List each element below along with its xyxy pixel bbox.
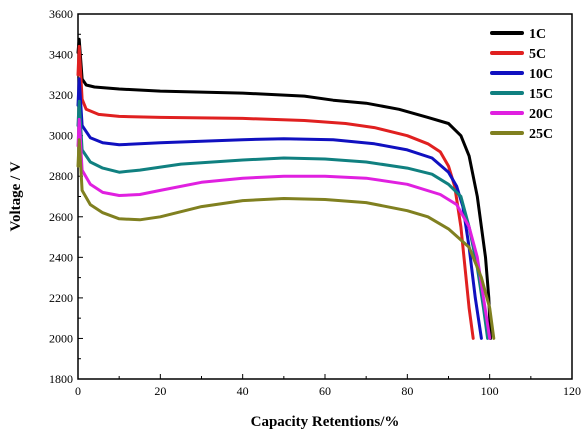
y-tick-label: 2200 <box>49 291 73 305</box>
x-tick-label: 40 <box>237 384 249 398</box>
legend-label-5c: 5C <box>529 47 546 62</box>
x-tick-label: 80 <box>401 384 413 398</box>
x-tick-label: 0 <box>75 384 81 398</box>
series-line-25c <box>76 138 496 340</box>
legend-label-10c: 10C <box>529 67 553 82</box>
y-axis-title: Voltage / V <box>8 161 24 231</box>
y-tick-label: 2600 <box>49 210 73 224</box>
plot-frame <box>77 13 573 380</box>
series-line-5c <box>76 44 475 340</box>
x-tick-label: 60 <box>319 384 331 398</box>
y-tick-label: 3400 <box>49 48 73 62</box>
x-axis-title: Capacity Retentions/% <box>251 414 400 430</box>
x-tick-label: 100 <box>481 384 499 398</box>
x-axis-ticks: 0 20 40 60 80 100 120 <box>75 374 581 398</box>
legend-label-25c: 25C <box>529 127 553 142</box>
y-tick-label: 2000 <box>49 331 73 345</box>
y-axis-ticks: 1800 2000 2200 2400 2600 2800 3000 3200 3400 3600 <box>49 7 83 386</box>
series-line-1c <box>76 37 492 340</box>
legend: 1C 5C 10C 15C 20C 25C <box>490 27 553 142</box>
legend-label-15c: 15C <box>529 87 553 102</box>
y-tick-label: 1800 <box>49 372 73 386</box>
x-tick-label: 120 <box>563 384 581 398</box>
y-tick-label: 3600 <box>49 7 73 21</box>
y-tick-label: 3000 <box>49 129 73 143</box>
legend-label-20c: 20C <box>529 107 553 122</box>
x-tick-label: 20 <box>154 384 166 398</box>
y-tick-label: 2400 <box>49 250 73 264</box>
y-tick-label: 3200 <box>49 88 73 102</box>
series-line-20c <box>76 117 492 340</box>
plot-border <box>77 13 573 380</box>
series-layer <box>76 37 496 340</box>
legend-label-1c: 1C <box>529 27 546 42</box>
y-tick-label: 2800 <box>49 169 73 183</box>
